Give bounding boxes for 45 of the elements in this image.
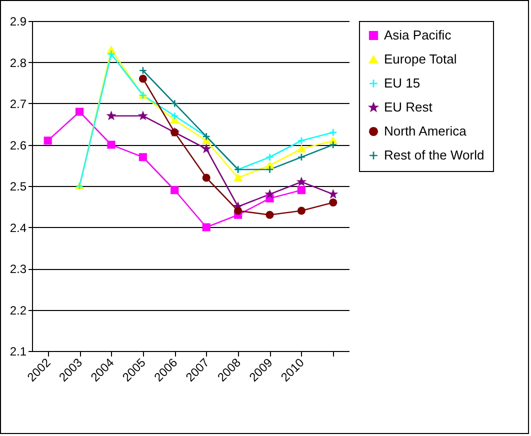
y-tick-label: 2.9 — [10, 14, 27, 28]
legend-label: Europe Total — [384, 52, 457, 66]
legend-label: EU 15 — [384, 76, 420, 90]
point — [170, 116, 179, 124]
y-tick-label: 2.8 — [10, 56, 27, 70]
point — [298, 178, 306, 186]
point — [139, 112, 147, 120]
point — [138, 74, 147, 83]
legend-label: Rest of the World — [384, 148, 484, 162]
point — [202, 223, 210, 232]
point — [202, 174, 210, 182]
y-tick-label: 2.1 — [10, 344, 27, 358]
y-tick-label: 2.6 — [10, 138, 27, 152]
point — [138, 153, 147, 162]
point — [234, 174, 242, 182]
point — [107, 140, 116, 149]
point — [297, 153, 306, 162]
point — [329, 140, 338, 149]
point — [297, 136, 306, 145]
point — [170, 99, 179, 108]
point — [76, 108, 84, 116]
y-tick-label: 2.2 — [10, 303, 27, 318]
point — [297, 145, 306, 152]
point — [44, 136, 52, 145]
point — [170, 112, 179, 120]
point — [266, 210, 274, 219]
legend-label: EU Rest — [384, 100, 433, 114]
y-tick-label: 2.4 — [10, 220, 27, 235]
point — [107, 112, 116, 120]
point — [234, 206, 242, 215]
point — [138, 66, 147, 75]
point — [297, 206, 306, 215]
point — [266, 165, 274, 174]
y-tick-label: 2.5 — [10, 180, 27, 194]
point — [329, 198, 338, 206]
point — [297, 186, 306, 194]
point — [329, 128, 338, 136]
point — [107, 50, 116, 58]
y-tick-label: 2.7 — [10, 97, 27, 111]
point — [266, 190, 274, 198]
point — [170, 186, 179, 194]
y-tick-label: 2.3 — [10, 262, 27, 276]
legend-label: Asia Pacific — [384, 28, 452, 42]
legend-label: North America — [384, 124, 468, 138]
point — [266, 153, 274, 162]
